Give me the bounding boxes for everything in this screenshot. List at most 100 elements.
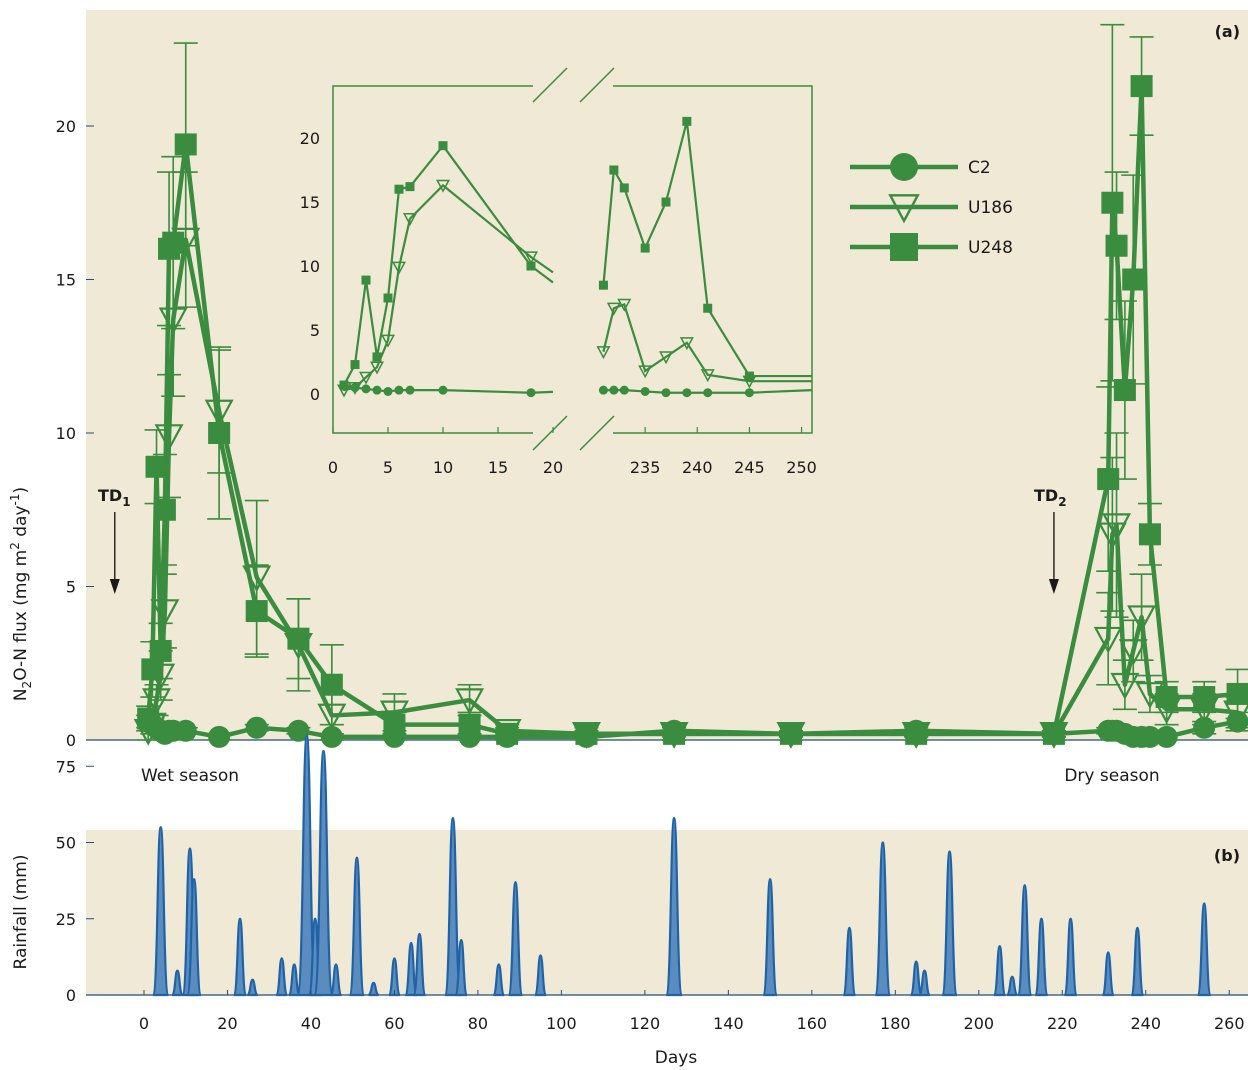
u186-data-point (379, 700, 409, 728)
u248-data-point (162, 231, 185, 254)
panel-b-y-tick-label: 75 (56, 757, 76, 776)
u186-data-point (154, 424, 184, 452)
u248-inset-point (361, 275, 371, 285)
rainfall-peak (941, 850, 959, 997)
x-tick-label: 160 (797, 1014, 828, 1033)
c2-legend-label: C2 (968, 158, 991, 178)
rainfall-peak (348, 856, 366, 997)
u186-inset-point (391, 261, 407, 275)
u186-inset-point (596, 346, 611, 360)
panel-b-y-ticks: 0 25 50 75 (56, 757, 94, 1005)
c2-data-point (320, 725, 343, 748)
u248-data-point (141, 658, 164, 681)
c2-data-point (208, 725, 231, 748)
u186-inset-point (679, 337, 694, 351)
panel-a-y-axis-label: N2O-N flux (mg m2 day-1) (8, 487, 34, 701)
c2-data-point (287, 719, 310, 742)
rainfall-peak (918, 969, 932, 997)
panel-a-markers (133, 75, 1248, 749)
rainfall-peak (313, 749, 334, 997)
u248-data-point (1155, 686, 1178, 709)
u248-data-point (149, 639, 172, 662)
rainfall-peak (275, 957, 289, 997)
rainfall-peak (874, 841, 892, 997)
rainfall-peak (665, 816, 684, 997)
svg-text:TD2: TD2 (1034, 486, 1067, 509)
u186-data-point (1110, 672, 1140, 700)
rainfall-peak (762, 877, 779, 997)
rainfall-peak (507, 881, 524, 997)
c2-data-point (1138, 725, 1161, 748)
u186-inset-point (700, 369, 715, 383)
u248-data-point (287, 627, 310, 650)
u186-inset-point (347, 381, 363, 395)
u248-data-point (1105, 234, 1128, 257)
u186-inset-point (658, 351, 674, 365)
rainfall-peak (1006, 975, 1019, 997)
c2-inset-point (438, 385, 448, 395)
u248-data-point (383, 713, 406, 736)
u248-data-point (1042, 722, 1065, 745)
u186-data-point (150, 599, 180, 627)
u248-inset-point (661, 197, 671, 207)
u186-data-point (317, 703, 347, 731)
u186-data-point (1118, 639, 1148, 666)
u248-inset-point (372, 352, 382, 362)
c2-inset-point (394, 385, 404, 395)
rainfall-peak (1034, 917, 1049, 997)
c2-data-point (1193, 716, 1216, 739)
u248-legend-marker (890, 233, 918, 261)
u248-inset-point (438, 141, 448, 151)
u248-data-point (779, 722, 802, 745)
panel-a-y-tick-label: 15 (56, 271, 76, 290)
u248-data-point (496, 722, 519, 745)
td1-arrow: TD1 (98, 486, 131, 594)
u248-data-point (1138, 523, 1161, 546)
u186-data-point (204, 399, 234, 427)
rainfall-peak (412, 932, 427, 997)
u248-data-point (245, 600, 268, 623)
rainfall-peak (232, 917, 248, 997)
inset-x-tick-label: 0 (328, 458, 338, 477)
c2-data-point (174, 719, 197, 742)
inset-x-tick-label: 5 (383, 458, 393, 477)
u186-inset-point (617, 298, 632, 312)
u248-inset-point (383, 293, 393, 303)
c2-inset-point (661, 388, 671, 398)
u248-data-point (1097, 468, 1120, 491)
inset-plot: 0 5 10 15 20 0 5 10 15 20 235 240 245 250 (300, 67, 817, 477)
u186-inset-point (369, 361, 385, 375)
u186-inset-point (435, 179, 451, 193)
panel-a-y-tick-label: 0 (66, 731, 76, 750)
inset-x-tick-label: 235 (630, 458, 661, 477)
c2-data-point (1155, 725, 1178, 748)
u186-data-point (1093, 626, 1123, 654)
panel-b-y-axis-label: Rainfall (mm) (11, 855, 31, 970)
u248-inset-line (343, 143, 554, 386)
u186-inset-point (380, 334, 396, 348)
rainfall-peak (186, 877, 203, 997)
rainfall-peak (329, 963, 343, 997)
dry-season-label: Dry season (1064, 766, 1159, 786)
u186-inset-point (402, 213, 418, 226)
inset-markers (336, 116, 757, 398)
inset-y-tick-label: 10 (300, 257, 320, 276)
u248-data-point (145, 455, 168, 478)
u248-data-point (1193, 686, 1216, 709)
inset-y-tick-label: 0 (310, 385, 320, 404)
x-tick-label: 60 (384, 1014, 404, 1033)
rainfall-peak (492, 963, 506, 997)
c2-data-point (245, 716, 268, 739)
rainfall-peak (1130, 926, 1145, 997)
rainfall-peak (992, 945, 1007, 997)
rainfall-peak (151, 826, 170, 997)
u248-data-point (905, 722, 928, 745)
rainfall-peak (1016, 884, 1033, 997)
inset-x-tick-label: 20 (543, 458, 563, 477)
panel-a-label: (a) (1215, 22, 1240, 41)
u186-inset-point (638, 365, 653, 379)
x-tick-label: 240 (1130, 1014, 1161, 1033)
inset-y-ticks: 0 5 10 15 20 (300, 129, 320, 404)
x-tick-label: 200 (964, 1014, 995, 1033)
